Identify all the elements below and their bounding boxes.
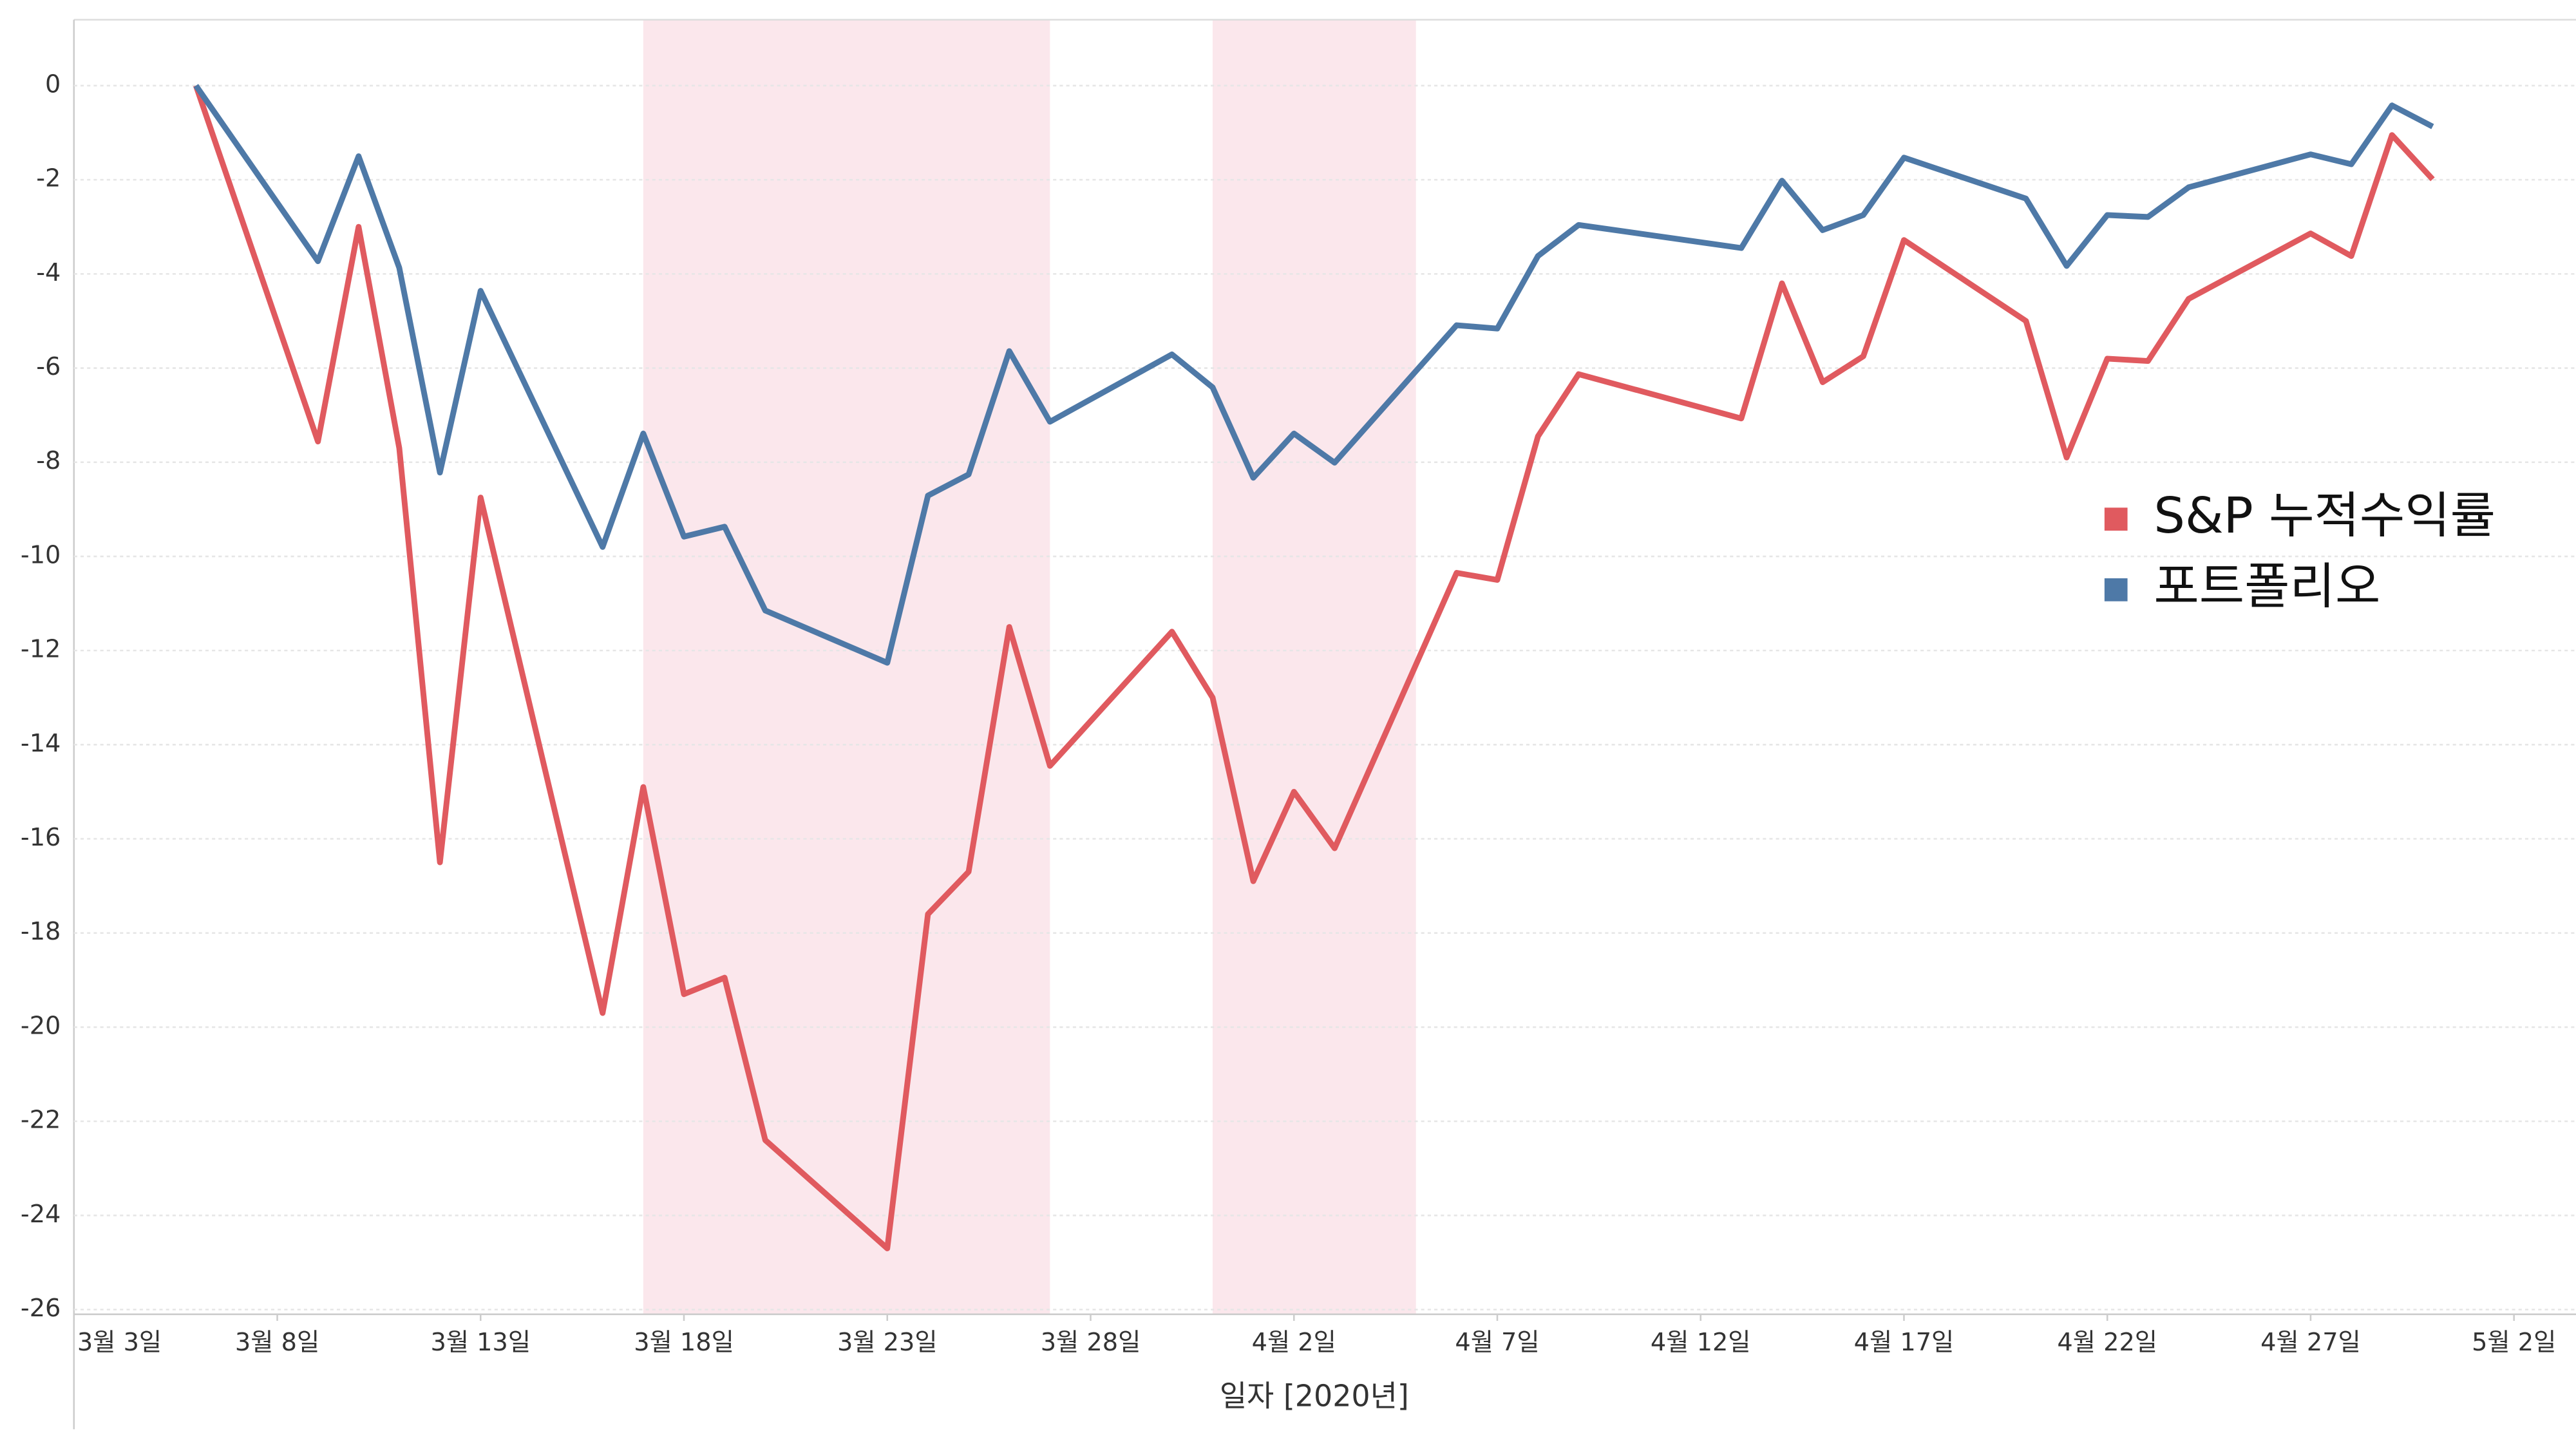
- y-tick-label: -16: [21, 823, 61, 852]
- y-tick-label: -18: [21, 917, 61, 946]
- x-tick-label: 3월 23일: [837, 1328, 938, 1357]
- legend-swatch: [2104, 578, 2128, 601]
- x-tick-label: 5월 2일: [2472, 1328, 2556, 1357]
- x-axis-label: 일자 [2020년]: [1220, 1378, 1409, 1413]
- y-tick-label: -4: [36, 258, 61, 287]
- y-tick-label: -14: [21, 729, 61, 758]
- plot-background: [643, 19, 1416, 1314]
- line-series: [193, 84, 2434, 666]
- x-tick-label: 3월 28일: [1041, 1328, 1141, 1357]
- x-tick-label: 3월 18일: [634, 1328, 734, 1357]
- legend-swatch: [2104, 507, 2128, 531]
- y-tick-label: 0: [45, 70, 61, 99]
- x-tick-label: 4월 27일: [2260, 1328, 2361, 1357]
- x-tick-label: 4월 22일: [2057, 1328, 2157, 1357]
- x-tick-label: 4월 2일: [1252, 1328, 1336, 1357]
- y-tick-label: -22: [21, 1106, 61, 1135]
- y-tick-label: -10: [21, 540, 61, 569]
- x-tick-label: 4월 17일: [1854, 1328, 1955, 1357]
- legend-label: 포트폴리오: [2154, 558, 2380, 616]
- y-tick-label: -20: [21, 1011, 61, 1040]
- shaded-range: [643, 19, 1050, 1314]
- y-tick-label: -24: [21, 1200, 61, 1229]
- shaded-range: [1212, 19, 1416, 1314]
- y-tick-label: -2: [36, 164, 61, 193]
- line-series: [193, 84, 2435, 1251]
- x-tick-label: 3월 8일: [235, 1328, 319, 1357]
- x-tick-label: 4월 12일: [1651, 1328, 1751, 1357]
- y-tick-label: -26: [21, 1294, 61, 1323]
- x-tick-label: 3월 3일: [77, 1328, 162, 1357]
- x-tick-label: 4월 7일: [1455, 1328, 1539, 1357]
- x-tick-label: 3월 13일: [431, 1328, 531, 1357]
- legend-label: S&P 누적수익률: [2154, 488, 2496, 545]
- y-tick-label: -12: [21, 635, 61, 664]
- y-tick-label: -6: [36, 352, 61, 381]
- y-tick-label: -8: [36, 446, 61, 475]
